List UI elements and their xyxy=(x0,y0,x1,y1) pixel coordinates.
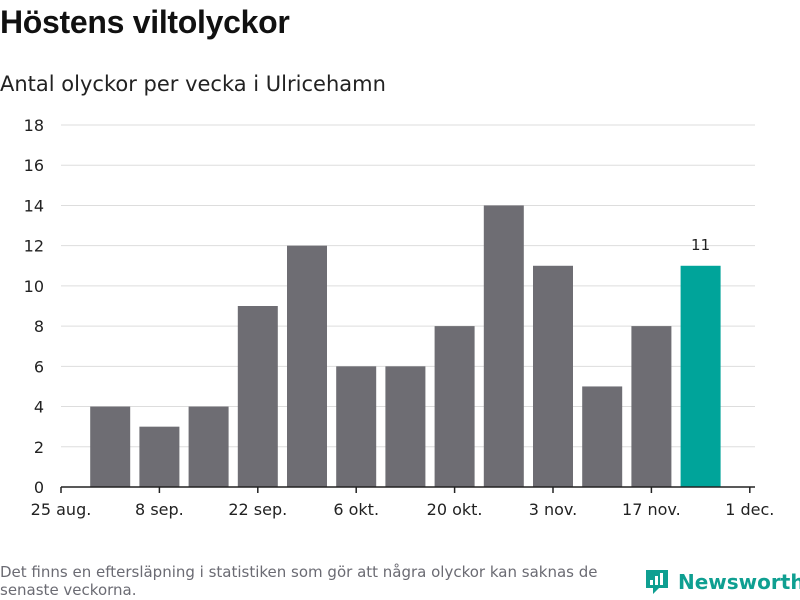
bar xyxy=(90,406,131,487)
bar xyxy=(237,306,278,487)
x-tick-label: 17 nov. xyxy=(622,500,681,519)
y-tick-label: 12 xyxy=(24,237,44,256)
bar-highlight xyxy=(680,265,721,487)
x-tick-label: 20 okt. xyxy=(427,500,483,519)
chart-title: Höstens viltolyckor xyxy=(0,4,290,40)
bar xyxy=(385,366,426,487)
bar xyxy=(434,326,475,487)
bars xyxy=(90,205,721,487)
x-tick-label: 1 dec. xyxy=(725,500,774,519)
y-tick-label: 14 xyxy=(24,196,44,215)
x-tick-label: 8 sep. xyxy=(135,500,184,519)
footer-note: Det finns en eftersläpning i statistiken… xyxy=(0,563,598,599)
bar xyxy=(188,406,229,487)
y-tick-label: 0 xyxy=(34,478,44,497)
x-tick-label: 22 sep. xyxy=(228,500,287,519)
bar xyxy=(631,326,672,487)
x-tick-label: 3 nov. xyxy=(529,500,578,519)
bar xyxy=(139,426,180,487)
y-tick-label: 16 xyxy=(24,156,44,175)
newsworthy-logo-icon xyxy=(646,570,668,594)
bar xyxy=(287,245,327,487)
x-axis xyxy=(60,486,755,493)
bar-chart: 0 2 4 6 8 10 12 14 16 18 11 25 aug. 8 sep. 22 sep. 6 o… xyxy=(24,116,775,519)
brand-logo[interactable]: Newsworthy xyxy=(644,568,800,596)
axis-labels: 0 2 4 6 8 10 12 14 16 18 11 25 aug. 8 sep. 22 sep. 6 o… xyxy=(24,116,775,519)
bar xyxy=(582,386,623,487)
brand-name: Newsworthy xyxy=(678,570,800,594)
y-tick-label: 2 xyxy=(34,438,44,457)
x-tick-label: 25 aug. xyxy=(31,500,92,519)
y-tick-label: 6 xyxy=(34,357,44,376)
y-tick-label: 18 xyxy=(24,116,44,135)
y-tick-label: 4 xyxy=(34,398,44,417)
bar xyxy=(483,205,524,487)
x-tick-label: 6 okt. xyxy=(333,500,379,519)
y-tick-label: 8 xyxy=(34,317,44,336)
bar xyxy=(533,265,573,487)
bar xyxy=(336,366,377,487)
y-tick-label: 10 xyxy=(24,277,44,296)
data-label: 11 xyxy=(691,236,710,254)
chart-subtitle: Antal olyckor per vecka i Ulricehamn xyxy=(0,72,386,96)
